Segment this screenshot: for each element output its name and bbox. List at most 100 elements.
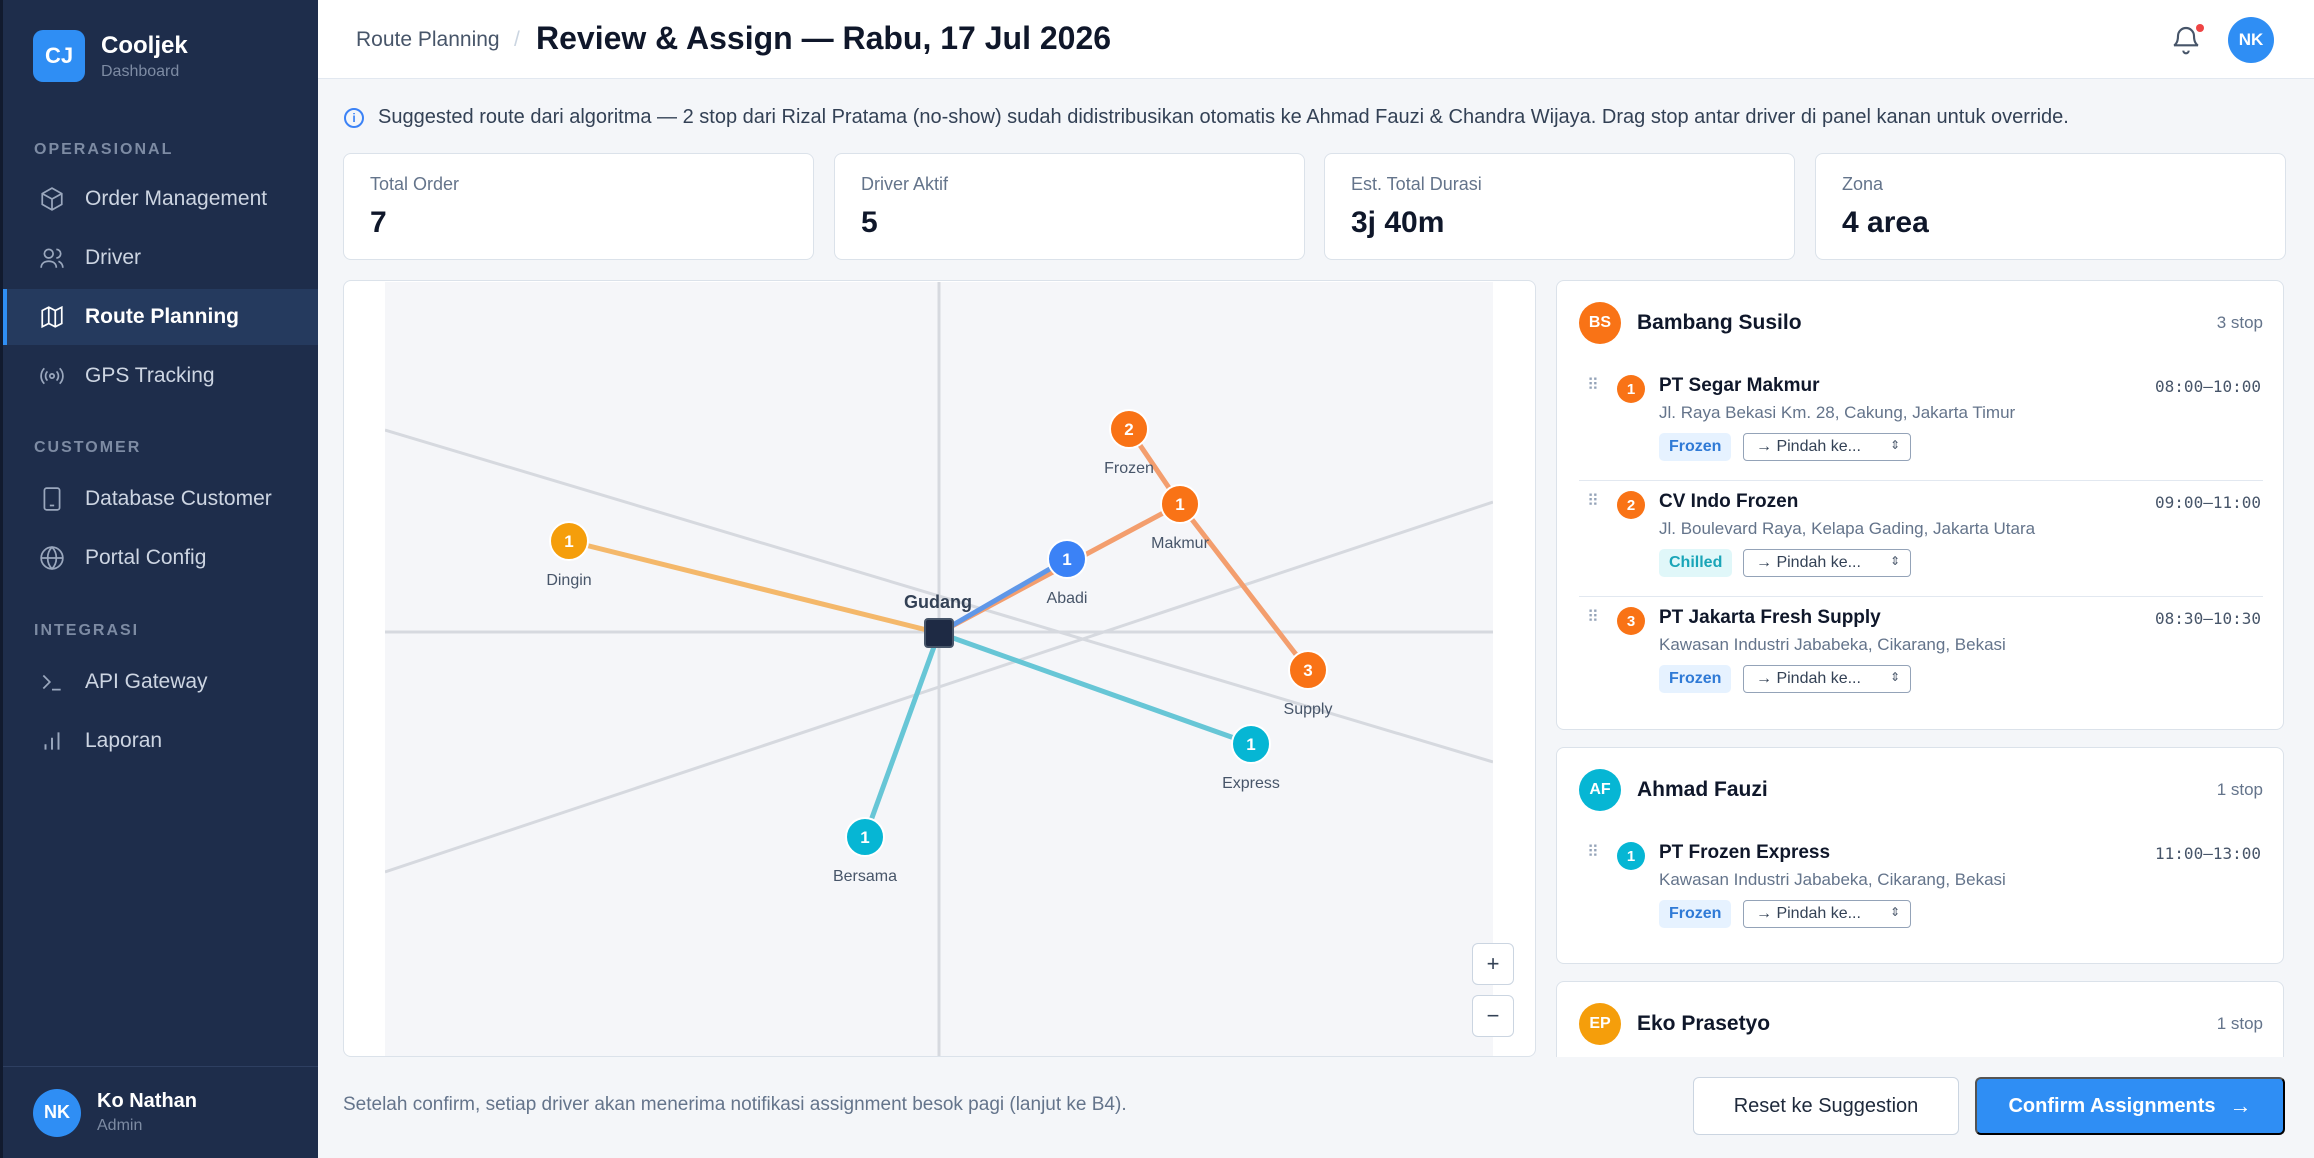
info-text: Suggested route dari algoritma — 2 stop … — [378, 106, 2069, 128]
move-to-label: → Pindah ke... — [1756, 554, 1861, 571]
stop-name: PT Segar Makmur — [1659, 375, 1820, 396]
route-line — [937, 556, 1069, 636]
drag-handle-icon[interactable]: ⠿ — [1587, 493, 1599, 510]
driver-name: Eko Prasetyo — [1637, 1012, 1771, 1035]
brand[interactable]: CJ Cooljek Dashboard — [33, 30, 188, 82]
user-profile[interactable]: NK Ko Nathan Admin — [3, 1066, 318, 1158]
reset-suggestion-button[interactable]: Reset ke Suggestion — [1693, 1077, 1959, 1135]
stop-number: 2 — [1617, 491, 1645, 519]
driver-avatar: EP — [1579, 1003, 1621, 1045]
sidebar-item-portal-config[interactable]: Portal Config — [3, 530, 318, 586]
zoom-in-button[interactable]: + — [1472, 943, 1514, 985]
stop-marker-label: Frozen — [1104, 460, 1154, 477]
box-icon — [37, 184, 67, 214]
stop-marker[interactable]: 1 Dingin — [546, 521, 592, 589]
stop-time-window: 09:00–11:00 — [2155, 493, 2261, 512]
stat-label: Zona — [1842, 174, 1884, 194]
confirm-label: Confirm Assignments — [2008, 1094, 2216, 1117]
drag-handle-icon[interactable]: ⠿ — [1587, 844, 1599, 861]
breadcrumb-route-planning[interactable]: Route Planning — [356, 28, 500, 51]
stop-marker-number: 1 — [860, 828, 869, 847]
driver-stop-count: 3 stop — [2216, 313, 2263, 332]
stop-marker[interactable]: 1 Express — [1222, 724, 1280, 792]
move-to-select[interactable]: → Pindah ke... ⇕ — [1743, 665, 1911, 693]
sidebar-item-label: Database Customer — [85, 487, 272, 510]
map-icon — [37, 302, 67, 332]
globe-icon — [37, 543, 67, 573]
top-header: Route Planning / Review & Assign — Rabu,… — [318, 0, 2314, 79]
drag-handle-icon[interactable]: ⠿ — [1587, 377, 1599, 394]
sidebar-item-label: Driver — [85, 246, 141, 269]
stop-item[interactable]: ⠿ 1 PT Segar Makmur Jl. Raya Bekasi Km. … — [1579, 365, 2263, 481]
confirm-assignments-button[interactable]: Confirm Assignments → — [1975, 1077, 2285, 1135]
stop-number: 1 — [1617, 375, 1645, 403]
temperature-tag: Frozen — [1659, 665, 1732, 693]
map-canvas[interactable]: Gudang 1 Dingin 2 Frozen 1 Makmur 1 Abad… — [385, 282, 1493, 1057]
sidebar-item-gps-tracking[interactable]: GPS Tracking — [3, 348, 318, 404]
move-to-label: → Pindah ke... — [1756, 670, 1861, 687]
move-to-select[interactable]: → Pindah ke... ⇕ — [1743, 549, 1911, 577]
stat-total-order: Total Order 7 — [343, 153, 814, 260]
stop-address: Kawasan Industri Jababeka, Cikarang, Bek… — [1659, 870, 2006, 889]
stop-marker-label: Abadi — [1047, 590, 1088, 607]
stop-marker[interactable]: 2 Frozen — [1104, 409, 1154, 477]
stat-zona: Zona 4 area — [1815, 153, 2286, 260]
temperature-tag: Frozen — [1659, 900, 1732, 928]
move-to-select[interactable]: → Pindah ke... ⇕ — [1743, 433, 1911, 461]
stop-item[interactable]: ⠿ 2 CV Indo Frozen Jl. Boulevard Raya, K… — [1579, 481, 2263, 597]
info-icon: i — [344, 107, 364, 128]
stop-marker[interactable]: 1 Bersama — [833, 817, 897, 885]
sidebar-item-route-planning[interactable]: Route Planning — [3, 289, 318, 345]
tablet-icon — [37, 484, 67, 514]
sidebar-item-label: Portal Config — [85, 546, 207, 569]
stat-value: 4 area — [1842, 206, 1929, 239]
stop-marker-number: 1 — [1062, 550, 1071, 569]
nav-section-operasional: OPERASIONAL — [34, 141, 174, 158]
updown-icon: ⇕ — [1889, 438, 1900, 452]
stat-value: 7 — [370, 206, 387, 239]
nav-section-customer: CUSTOMER — [34, 439, 142, 456]
sidebar-item-label: Laporan — [85, 729, 163, 752]
header-avatar[interactable]: NK — [2228, 17, 2274, 63]
move-to-label: → Pindah ke... — [1756, 438, 1861, 455]
users-icon — [37, 243, 67, 273]
stat-label: Est. Total Durasi — [1351, 174, 1482, 194]
depot-marker[interactable] — [924, 618, 954, 648]
stop-item[interactable]: ⠿ 1 PT Frozen Express Kawasan Industri J… — [1579, 832, 2263, 948]
sidebar-item-label: Route Planning — [85, 305, 239, 328]
bell-icon[interactable] — [2170, 24, 2202, 56]
stop-marker-number: 3 — [1303, 661, 1312, 680]
arrow-right-icon: → — [2229, 1093, 2252, 1118]
map-road — [385, 500, 1493, 874]
user-name: Ko Nathan — [97, 1090, 197, 1112]
driver-card: AF Ahmad Fauzi 1 stop ⠿ 1 PT Frozen Expr… — [1556, 747, 2284, 964]
sidebar-item-api-gateway[interactable]: API Gateway — [3, 654, 318, 710]
route-map[interactable]: Gudang 1 Dingin 2 Frozen 1 Makmur 1 Abad… — [343, 280, 1536, 1057]
stop-item[interactable]: ⠿ 3 PT Jakarta Fresh Supply Kawasan Indu… — [1579, 597, 2263, 713]
driver-card: BS Bambang Susilo 3 stop ⠿ 1 PT Segar Ma… — [1556, 280, 2284, 730]
driver-stop-count: 1 stop — [2216, 780, 2263, 799]
page-title: Review & Assign — Rabu, 17 Jul 2026 — [536, 20, 1112, 56]
sidebar-item-label: Order Management — [85, 187, 268, 210]
drag-handle-icon[interactable]: ⠿ — [1587, 609, 1599, 626]
breadcrumb-separator: / — [514, 28, 520, 51]
sidebar-item-laporan[interactable]: Laporan — [3, 713, 318, 769]
route-line — [568, 538, 940, 636]
stop-marker[interactable]: 1 Makmur — [1151, 484, 1210, 552]
info-banner: i Suggested route dari algoritma — 2 sto… — [344, 106, 2069, 129]
updown-icon: ⇕ — [1889, 905, 1900, 919]
driver-avatar: AF — [1579, 769, 1621, 811]
stop-address: Kawasan Industri Jababeka, Cikarang, Bek… — [1659, 635, 2006, 654]
driver-assignment-panel[interactable]: BS Bambang Susilo 3 stop ⠿ 1 PT Segar Ma… — [1556, 280, 2284, 1057]
sidebar-item-driver[interactable]: Driver — [3, 230, 318, 286]
stat-driver-aktif: Driver Aktif 5 — [834, 153, 1305, 260]
stop-marker[interactable]: 1 Abadi — [1047, 539, 1088, 607]
stop-marker-label: Bersama — [833, 868, 897, 885]
sidebar-item-order-management[interactable]: Order Management — [3, 171, 318, 227]
brand-logo: CJ — [33, 30, 85, 82]
route-line — [938, 630, 1252, 747]
sidebar-item-database-customer[interactable]: Database Customer — [3, 471, 318, 527]
move-to-select[interactable]: → Pindah ke... ⇕ — [1743, 900, 1911, 928]
stop-marker[interactable]: 3 Supply — [1284, 650, 1333, 718]
zoom-out-button[interactable]: − — [1472, 995, 1514, 1037]
